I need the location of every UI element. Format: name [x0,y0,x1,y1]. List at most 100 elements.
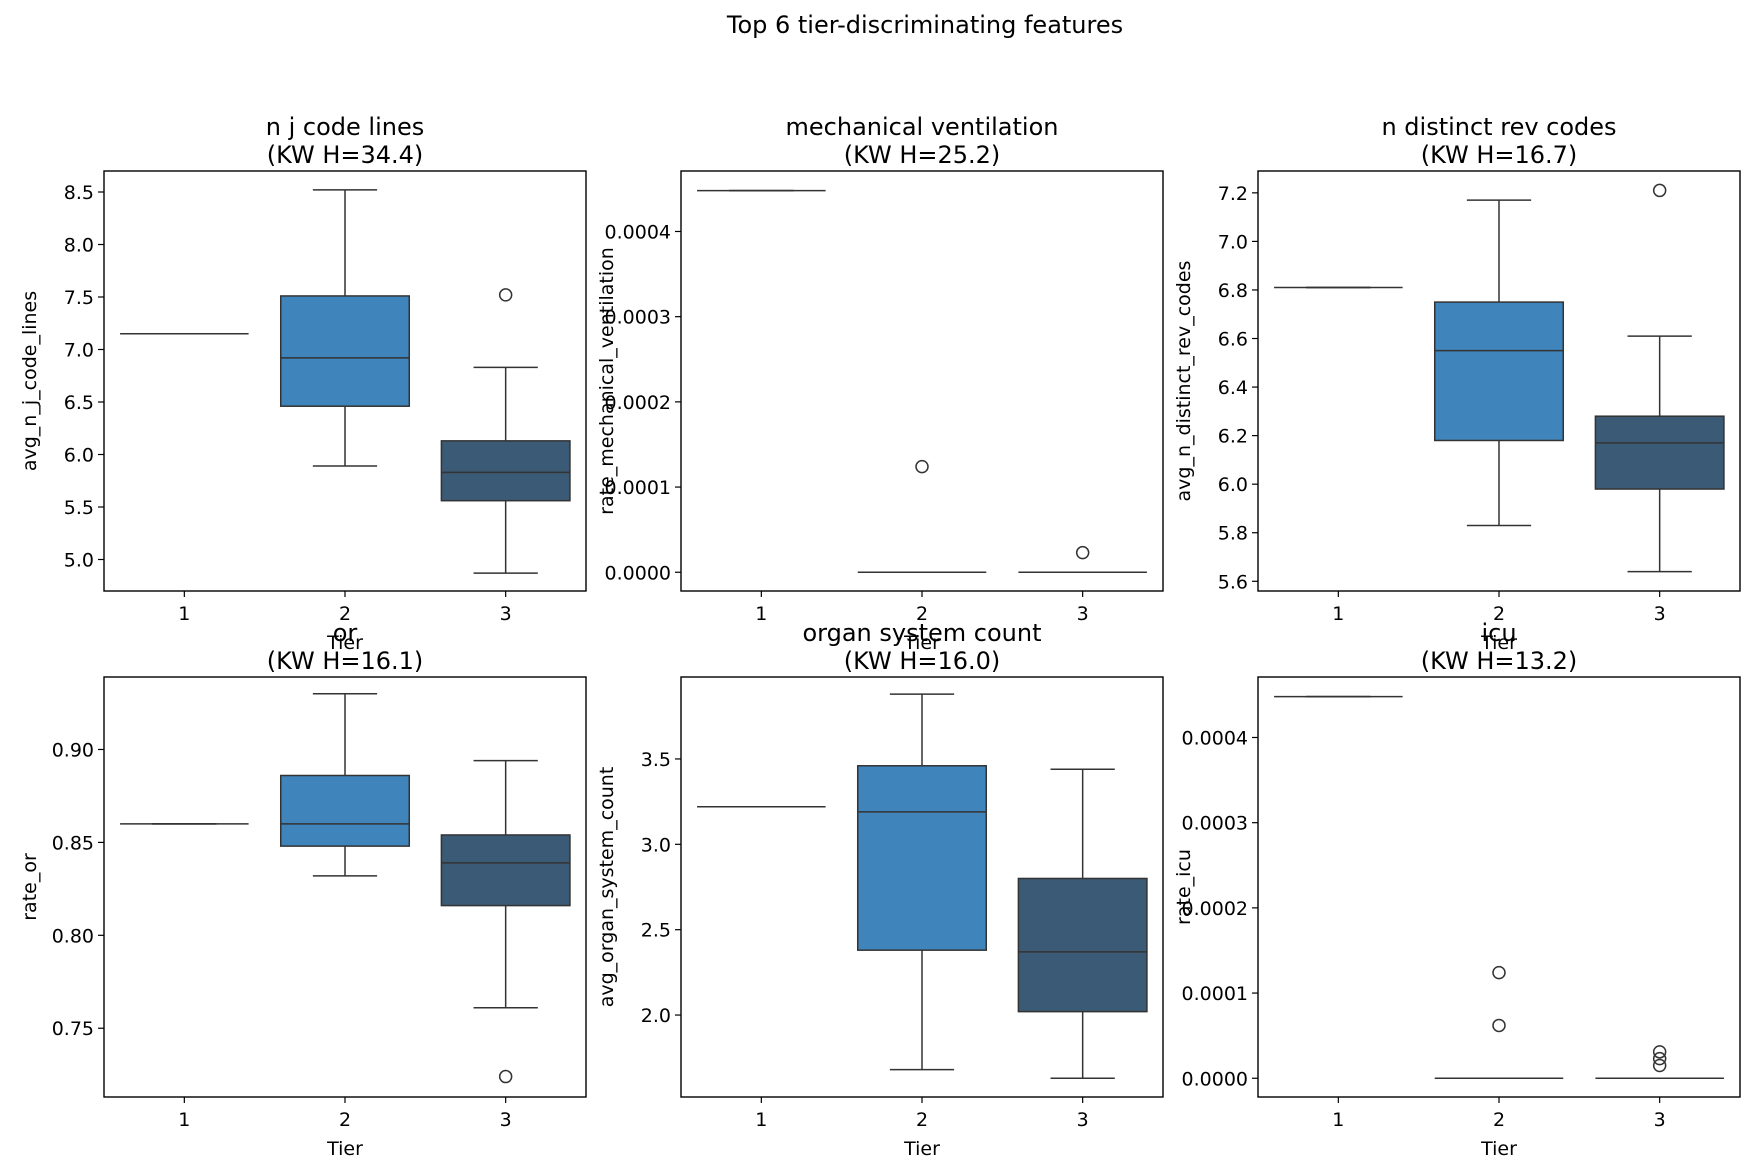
y-tick-label: 0.0003 [605,307,671,329]
panel-organ-system-count: organ system count(KW H=16.0) 2.0 2.5 3.0 3.… [596,619,1164,1160]
y-tick-label: 0.80 [52,925,94,947]
panel-icu: icu(KW H=13.2) 0.0000 0.0001 0.0002 0.0003 0.… [1173,619,1741,1160]
y-tick-label: 7.5 [64,287,94,309]
x-axis-label: Tier [903,632,940,654]
panel-mechanical-ventilation: mechanical ventilation(KW H=25.2) 0.0000 0… [596,113,1164,654]
y-axis-label: rate_icu [1173,849,1195,925]
y-tick-label: 3.0 [641,834,671,856]
y-axis-label: rate_or [19,853,41,921]
box-tier-2 [856,693,988,1071]
axes-frame [103,170,587,592]
panel-n-j-code-lines: n j code lines(KW H=34.4) 5.0 5.5 6.0 6.5 7.0… [19,113,587,654]
x-tick-label: 2 [339,1109,351,1131]
box-tier-3 [440,288,571,574]
x-tick-label: 1 [1332,603,1344,625]
x-axis-label: Tier [326,632,363,654]
x-axis-label: Tier [1480,632,1517,654]
y-tick-label: 8.0 [64,235,94,257]
y-tick-label: 7.0 [64,340,94,362]
outlier-point [1492,1018,1506,1033]
y-tick-label: 0.0004 [605,221,671,243]
x-tick-label: 1 [178,603,190,625]
outlier-point [498,288,513,302]
y-tick-label: 0.0000 [1182,1068,1248,1090]
panel-subtitle: (KW H=16.7) [1421,141,1578,169]
y-tick-label: 5.0 [64,550,94,572]
panel-title: icu [1481,619,1516,647]
y-tick-label: 0.85 [52,832,94,854]
box-tier-3 [1017,768,1148,1079]
x-tick-label: 1 [178,1109,190,1131]
panel-subtitle: (KW H=16.0) [844,647,1001,675]
y-tick-label: 6.0 [64,445,94,467]
x-tick-label: 3 [500,603,512,625]
outlier-point [1652,1045,1667,1059]
x-tick-label: 1 [1332,1109,1344,1131]
y-tick-label: 5.6 [1218,571,1248,593]
x-tick-label: 3 [500,1109,512,1131]
y-tick-label: 6.8 [1218,280,1248,302]
y-tick-label: 5.8 [1218,523,1248,545]
y-tick-label: 0.0001 [605,477,671,499]
y-tick-label: 0.75 [52,1018,94,1040]
figure-title: Top 6 tier-discriminating features [726,11,1123,39]
panel-subtitle: (KW H=13.2) [1421,647,1578,675]
x-tick-label: 2 [339,603,351,625]
y-axis-label: avg_organ_system_count [596,767,618,1008]
box-tier-3 [1595,1045,1724,1080]
box-body [1594,415,1725,490]
y-axis-label: rate_mechanical_ventilation [596,247,618,515]
box-body [440,440,571,502]
axes-frame [680,170,1164,592]
x-tick-label: 2 [1493,1109,1505,1131]
outlier-point [1492,965,1506,980]
x-axis-label: Tier [326,1138,363,1160]
x-tick-label: 1 [755,603,767,625]
box-tier-2 [1434,965,1564,1080]
y-tick-label: 0.0001 [1182,983,1248,1005]
panel-subtitle: (KW H=25.2) [844,141,1001,169]
axes-frame [680,676,1164,1098]
panel-subtitle: (KW H=16.1) [267,647,424,675]
panel-n-distinct-rev-codes: n distinct rev codes(KW H=16.7) 5.6 5.8 6.0… [1173,113,1741,654]
box-tier-2 [1433,199,1565,527]
y-tick-label: 8.5 [64,182,94,204]
x-axis-label: Tier [903,1138,940,1160]
x-tick-label: 2 [916,603,928,625]
box-body [279,295,411,407]
x-axis-label: Tier [1480,1138,1517,1160]
x-tick-label: 1 [755,1109,767,1131]
panel-title: n j code lines [266,113,424,141]
y-axis-label: avg_n_j_code_lines [19,291,41,471]
axes-frame [1257,170,1741,592]
y-tick-label: 0.0004 [1182,727,1248,749]
y-tick-label: 0.0002 [1182,898,1248,920]
axes-frame [1257,676,1741,1098]
y-tick-label: 6.4 [1218,377,1248,399]
outlier-point [498,1069,513,1084]
x-tick-label: 2 [1493,603,1505,625]
outlier-point [915,459,929,474]
axes-frame [103,676,587,1098]
box-body [1433,301,1565,442]
y-tick-label: 5.5 [64,497,94,519]
outlier-point [1652,1051,1667,1066]
panel-title: mechanical ventilation [786,113,1059,141]
outlier-point [1075,545,1090,560]
x-tick-label: 3 [1077,1109,1089,1131]
panel-subtitle: (KW H=34.4) [267,141,424,169]
box-tier-3 [1018,545,1147,574]
box-body [279,774,411,847]
x-tick-label: 2 [916,1109,928,1131]
y-tick-label: 6.0 [1218,474,1248,496]
panel-title: organ system count [802,619,1041,647]
y-tick-label: 0.90 [52,739,94,761]
box-body [856,765,988,951]
box-tier-2 [279,189,411,467]
x-tick-label: 3 [1654,1109,1666,1131]
y-axis-label: avg_n_distinct_rev_codes [1173,261,1195,502]
panel-title: or [333,619,358,647]
box-tier-2 [857,459,987,574]
box-tier-3 [1594,183,1725,573]
